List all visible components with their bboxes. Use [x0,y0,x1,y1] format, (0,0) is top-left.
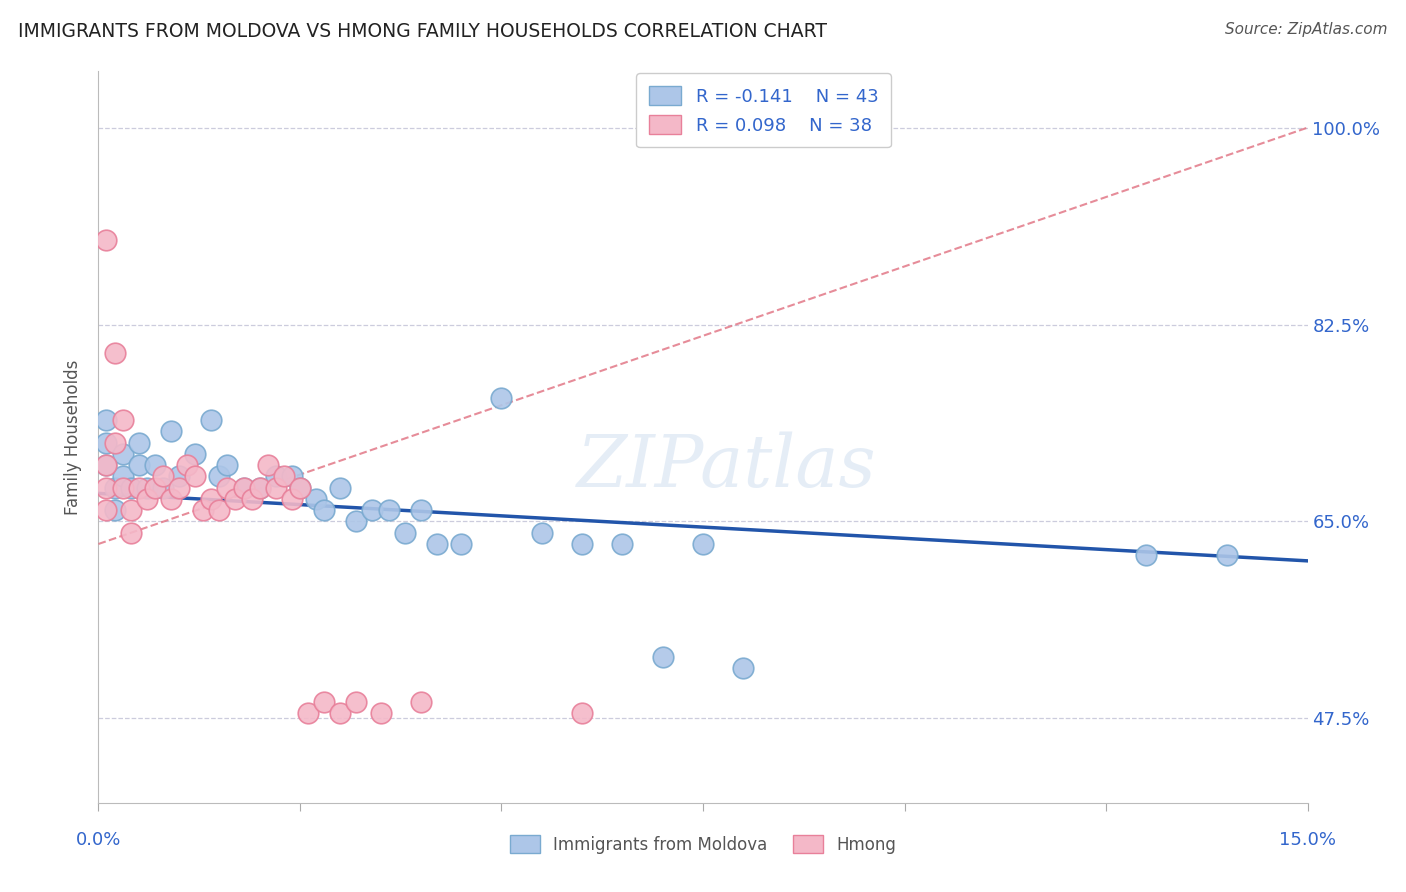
Point [152,469,174,483]
Point [167,469,190,483]
Point [96,458,118,473]
Point [111,413,134,427]
Point [273,469,295,483]
Point [200,491,222,506]
Point [143,481,166,495]
Point [160,425,183,439]
Point [103,503,125,517]
Point [217,458,239,473]
Point [167,481,190,495]
Point [103,435,125,450]
Point [1216,548,1239,562]
Point [184,447,207,461]
Point [96,481,118,495]
Point [249,481,271,495]
Point [232,481,254,495]
Point [176,458,198,473]
Point [329,481,352,495]
Point [200,413,222,427]
Point [281,491,304,506]
Point [249,481,271,495]
Point [256,458,278,473]
Point [135,491,157,506]
Point [612,537,634,551]
Point [96,435,118,450]
Point [160,491,183,506]
Text: IMMIGRANTS FROM MOLDOVA VS HMONG FAMILY HOUSEHOLDS CORRELATION CHART: IMMIGRANTS FROM MOLDOVA VS HMONG FAMILY … [18,22,827,41]
Point [394,525,416,540]
Point [143,458,166,473]
Point [651,649,673,664]
Point [240,491,263,506]
Point [281,469,304,483]
Point [288,481,311,495]
Point [128,481,150,495]
Point [193,503,215,517]
Point [103,345,125,359]
Point [135,481,157,495]
Point [96,503,118,517]
Point [128,458,150,473]
Point [314,503,336,517]
Point [370,706,392,720]
Point [409,694,432,708]
Point [96,413,118,427]
Point [120,525,142,540]
Point [692,537,714,551]
Point [208,469,231,483]
Text: ZIPatlas: ZIPatlas [578,431,877,501]
Point [217,481,239,495]
Point [426,537,449,551]
Point [111,447,134,461]
Point [305,491,328,506]
Point [344,515,367,529]
Point [111,469,134,483]
Text: 0.0%: 0.0% [76,831,121,849]
Point [103,481,125,495]
Text: 15.0%: 15.0% [1279,831,1336,849]
Y-axis label: Family Households: Family Households [65,359,83,515]
Point [264,481,287,495]
Point [450,537,472,551]
Point [184,469,207,483]
Point [208,503,231,517]
Point [571,537,593,551]
Point [491,391,513,405]
Point [232,481,254,495]
Point [288,481,311,495]
Point [297,706,319,720]
Point [264,469,287,483]
Point [96,233,118,247]
Point [96,458,118,473]
Point [224,491,246,506]
Point [152,481,174,495]
Point [409,503,432,517]
Point [571,706,593,720]
Point [128,435,150,450]
Point [361,503,384,517]
Point [120,481,142,495]
Point [111,481,134,495]
Point [120,503,142,517]
Point [314,694,336,708]
Point [377,503,399,517]
Point [1135,548,1157,562]
Point [733,661,755,675]
Point [329,706,352,720]
Legend: Immigrants from Moldova, Hmong: Immigrants from Moldova, Hmong [503,829,903,860]
Point [344,694,367,708]
Text: Source: ZipAtlas.com: Source: ZipAtlas.com [1225,22,1388,37]
Point [530,525,553,540]
